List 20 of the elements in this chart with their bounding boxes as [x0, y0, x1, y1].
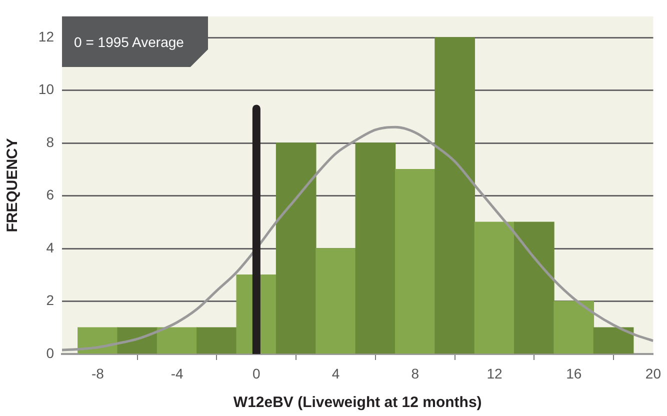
x-tick-label: 16	[566, 365, 582, 382]
x-tick-label: 0	[252, 365, 261, 382]
y-tick-label: 2	[46, 292, 54, 308]
y-tick-label: 12	[38, 28, 54, 44]
y-tick-label: 0	[46, 344, 54, 361]
y-axis-title: FREQUENCY	[4, 138, 22, 232]
y-tick-label: 8	[46, 134, 54, 150]
line-series	[62, 126, 654, 352]
x-tick-label: -4	[170, 365, 184, 382]
y-tick-label: 10	[38, 81, 54, 98]
x-tick-label: 20	[645, 365, 662, 382]
x-tick-label: 4	[332, 365, 340, 382]
x-tick-label: -8	[91, 365, 104, 382]
y-tick-label: 6	[46, 186, 54, 203]
x-tick-label: 12	[486, 365, 502, 382]
y-tick-label: 4	[46, 239, 54, 256]
annotation: 0 = 1995 Average	[74, 34, 184, 50]
x-tick-label: 8	[411, 365, 420, 382]
x-axis-title: W12eBV (Liveweight at 12 months)	[233, 394, 482, 412]
note-box: 0 = 1995 Average	[62, 16, 208, 68]
